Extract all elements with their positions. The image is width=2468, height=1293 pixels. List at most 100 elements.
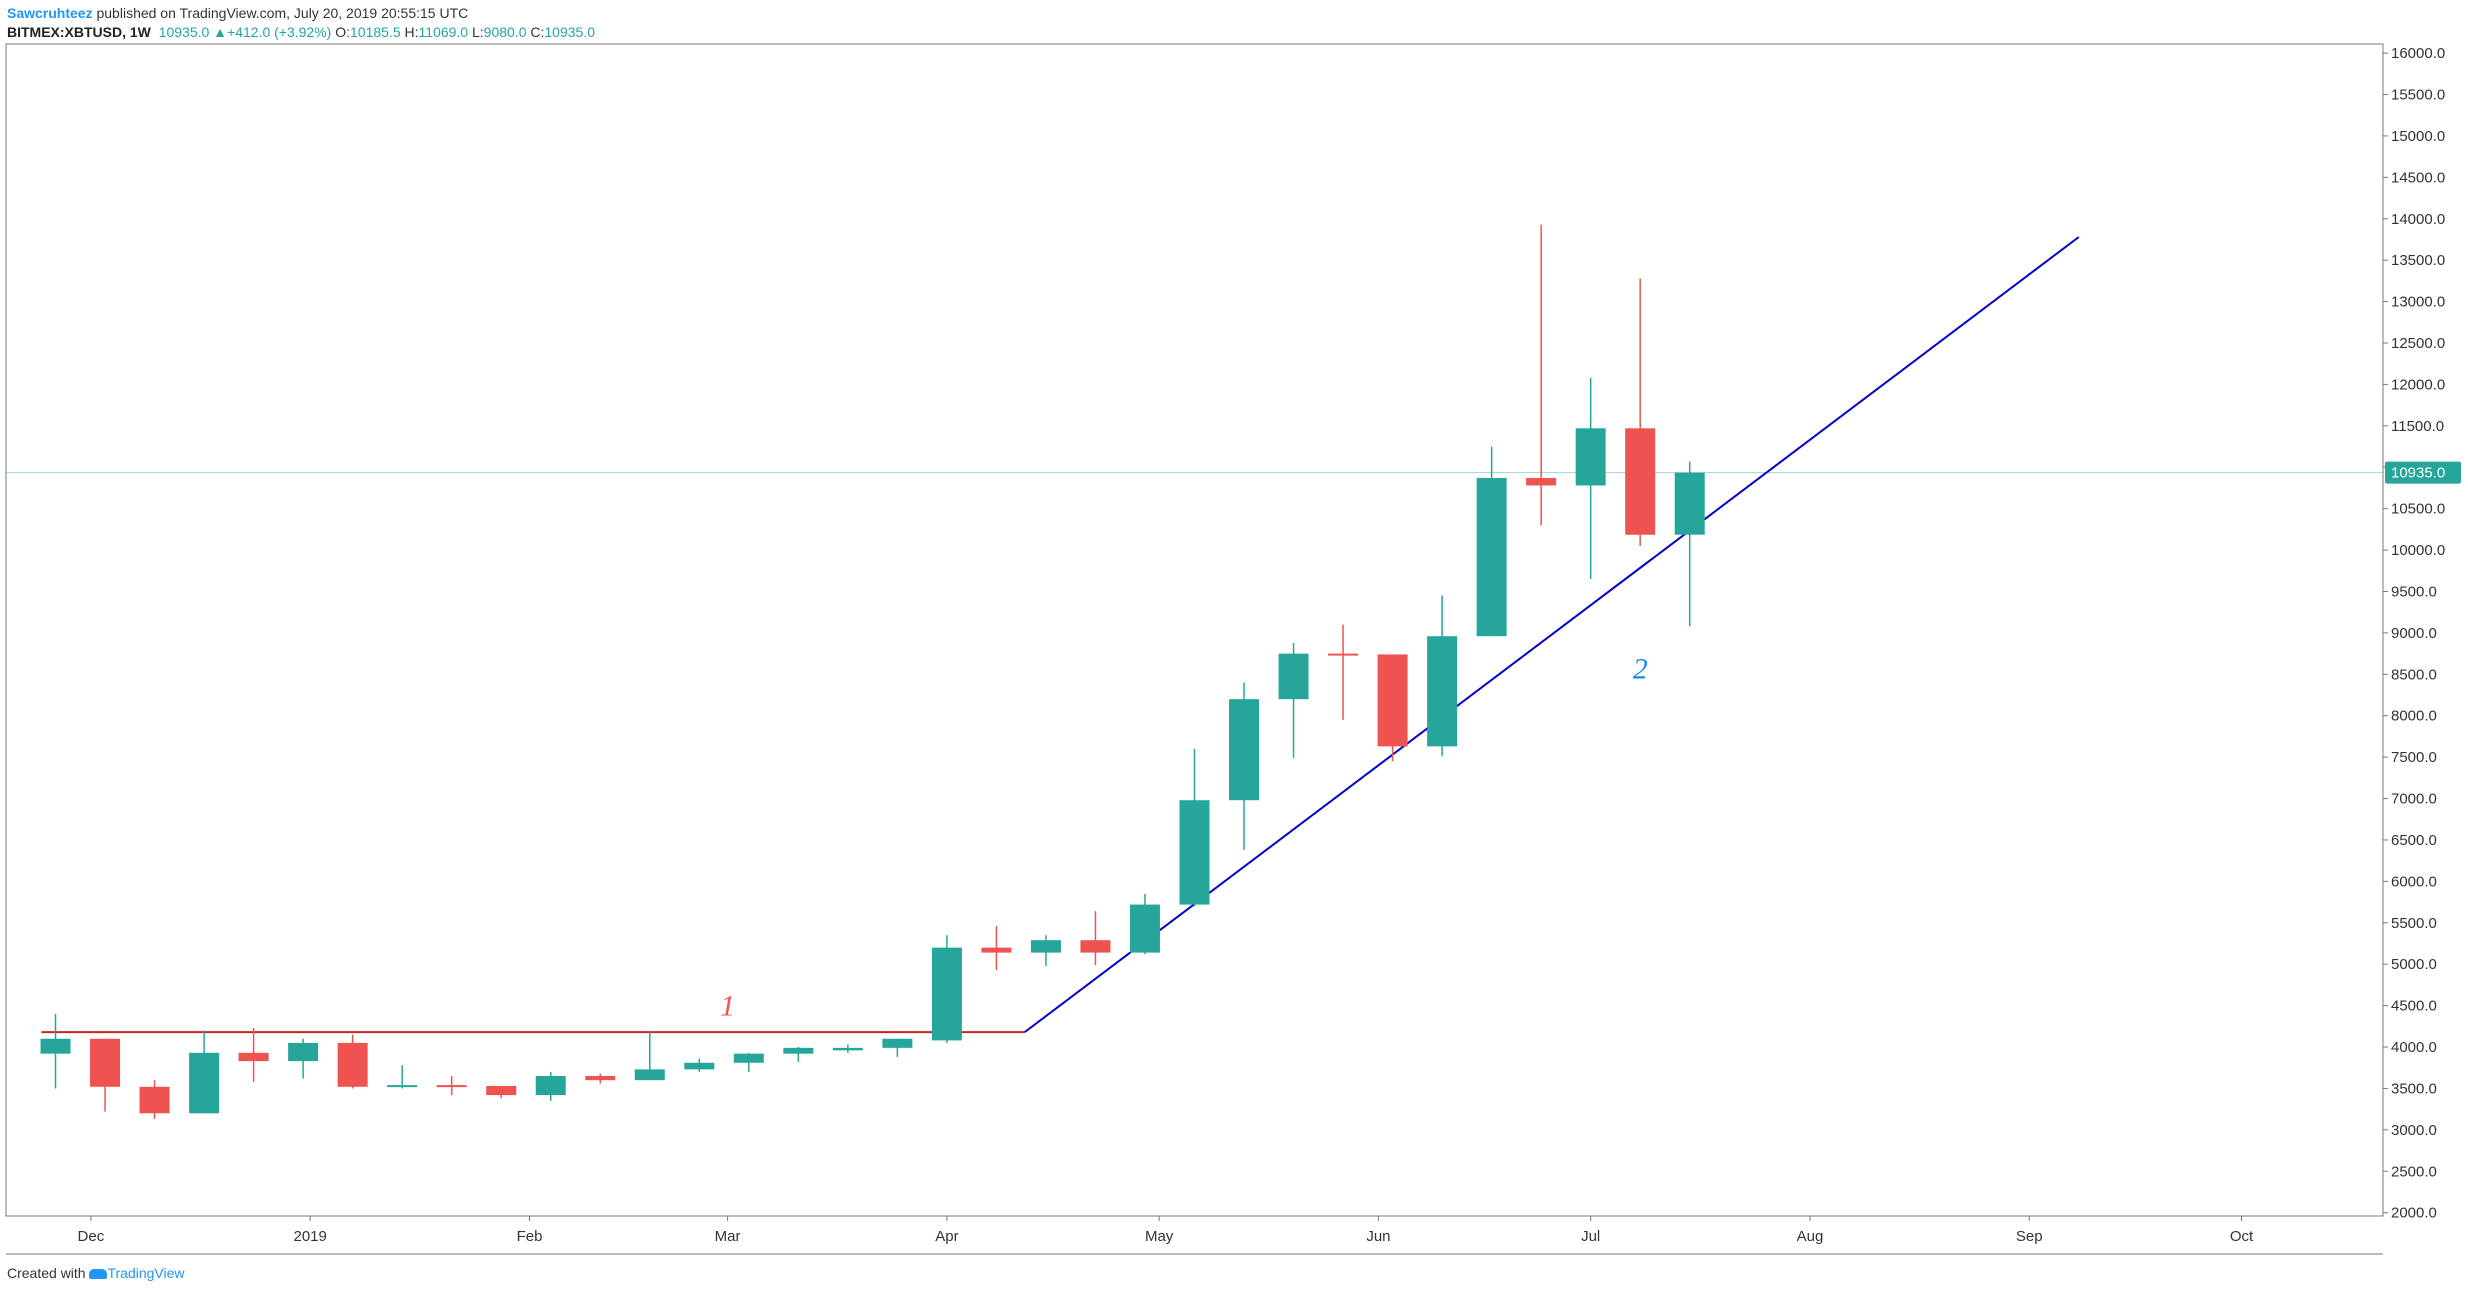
price-change: +412.0 (+3.92%) (227, 24, 332, 40)
candle-body (783, 1047, 814, 1054)
candle-body (1080, 940, 1111, 953)
annotation-label: 2 (1633, 652, 1648, 685)
open-value: 10185.5 (350, 24, 401, 40)
candle-body (1129, 904, 1160, 953)
y-tick-label: 11500.0 (2391, 418, 2444, 435)
last-price-badge-bg (2385, 461, 2461, 484)
candle-body (585, 1076, 616, 1081)
published-text: published on TradingView.com, July 20, 2… (96, 5, 469, 21)
y-tick-label: 13500.0 (2391, 252, 2445, 269)
y-tick-label: 5000.0 (2391, 956, 2437, 973)
y-tick-label: 15500.0 (2391, 87, 2445, 104)
y-tick-label: 6000.0 (2391, 873, 2437, 890)
y-tick-label: 15000.0 (2391, 128, 2445, 145)
candle-body (40, 1038, 71, 1054)
y-tick-label: 16000.0 (2391, 45, 2445, 62)
footer: Created with TradingView (7, 1265, 185, 1281)
y-tick-label: 14000.0 (2391, 211, 2445, 228)
plot-area[interactable] (5, 43, 2384, 1217)
y-tick-label: 12000.0 (2391, 376, 2445, 393)
candle-body (1030, 940, 1061, 953)
candle-body (1328, 653, 1359, 656)
candle-body (139, 1086, 170, 1114)
x-tick-label: Aug (1797, 1228, 1824, 1245)
candle-body (882, 1038, 913, 1048)
candle-body (1674, 472, 1705, 535)
time-axis[interactable]: Dec 2019 Feb Mar Apr May Jun Jul Aug Sep Oct (78, 1216, 2254, 1245)
y-tick-label: 14500.0 (2391, 169, 2445, 186)
y-tick-label: 7000.0 (2391, 791, 2437, 808)
x-tick-label: Jul (1581, 1228, 1600, 1245)
y-tick-label: 7500.0 (2391, 749, 2437, 766)
candle-body (1377, 654, 1408, 747)
candle-body (1476, 478, 1507, 637)
candle-body (1179, 800, 1210, 905)
candle-body (981, 947, 1012, 953)
last-price-badge: 10935.0 (2385, 461, 2461, 484)
y-tick-label: 4500.0 (2391, 998, 2437, 1015)
publish-info: Sawcruhteez published on TradingView.com… (7, 5, 468, 21)
y-tick-label: 2000.0 (2391, 1205, 2437, 1222)
candle-body (1278, 653, 1309, 700)
x-tick-label: Apr (935, 1228, 958, 1245)
ohlc-legend: BITMEX:XBTUSD, 1W 10935.0 ▲+412.0 (+3.92… (7, 24, 595, 40)
x-tick-label: Jun (1366, 1228, 1390, 1245)
candle-body (1526, 478, 1557, 486)
current-price: 10935.0 (158, 24, 210, 40)
price-axis[interactable]: 2000.0 2500.0 3000.0 3500.0 4000.0 4500.0 5000… (2383, 45, 2445, 1222)
low-label: L: (471, 24, 484, 40)
low-value: 9080.0 (483, 24, 527, 40)
y-tick-label: 2500.0 (2391, 1163, 2437, 1180)
candle-body (337, 1042, 368, 1087)
open-label: O: (335, 24, 350, 40)
y-tick-label: 8500.0 (2391, 666, 2437, 683)
close-value: 10935.0 (544, 24, 595, 40)
tradingview-link[interactable]: TradingView (107, 1265, 185, 1281)
candles-layer (40, 224, 1705, 1120)
tradingview-logo-icon (89, 1269, 108, 1280)
created-with-text: Created with (7, 1265, 86, 1281)
x-tick-label: Sep (2016, 1228, 2043, 1245)
candle-body (189, 1052, 220, 1114)
y-tick-label: 10500.0 (2391, 501, 2445, 518)
x-tick-label: Feb (517, 1228, 543, 1245)
y-tick-label: 3000.0 (2391, 1122, 2437, 1139)
candle-body (1625, 428, 1656, 535)
author-link[interactable]: Sawcruhteez (7, 5, 93, 21)
y-tick-label: 5500.0 (2391, 915, 2437, 932)
x-tick-label: 2019 (294, 1228, 327, 1245)
close-label: C: (530, 24, 545, 40)
candle-body (1427, 636, 1458, 747)
x-tick-label: Dec (78, 1228, 105, 1245)
candle-body (387, 1085, 418, 1088)
candle-body (486, 1085, 517, 1096)
y-tick-label: 9000.0 (2391, 625, 2437, 642)
candle-body (436, 1085, 467, 1088)
y-tick-label: 12500.0 (2391, 335, 2445, 352)
y-tick-label: 9500.0 (2391, 583, 2437, 600)
symbol-label[interactable]: BITMEX:XBTUSD, 1W (7, 24, 151, 40)
candle-body (1575, 428, 1606, 486)
high-label: H: (404, 24, 419, 40)
chart-header: Sawcruhteez published on TradingView.com… (0, 0, 2468, 44)
x-tick-label: May (1145, 1228, 1174, 1245)
candle-body (90, 1038, 121, 1087)
candle-body (238, 1052, 269, 1062)
y-tick-label: 10000.0 (2391, 542, 2445, 559)
candle-body (733, 1053, 764, 1063)
candle-body (535, 1076, 566, 1096)
last-price-badge-text: 10935.0 (2391, 465, 2445, 482)
x-tick-label: Mar (715, 1228, 741, 1245)
y-tick-label: 3500.0 (2391, 1080, 2437, 1097)
annotations-layer: 12 (720, 652, 1648, 1022)
y-tick-label: 8000.0 (2391, 708, 2437, 725)
high-value: 11069.0 (418, 24, 469, 40)
annotation-label: 1 (720, 990, 735, 1023)
y-tick-label: 6500.0 (2391, 832, 2437, 849)
y-tick-label: 13000.0 (2391, 294, 2445, 311)
candle-body (832, 1047, 863, 1051)
y-tick-label: 4000.0 (2391, 1039, 2437, 1056)
candle-body (1229, 699, 1260, 801)
candle-body (684, 1062, 715, 1070)
